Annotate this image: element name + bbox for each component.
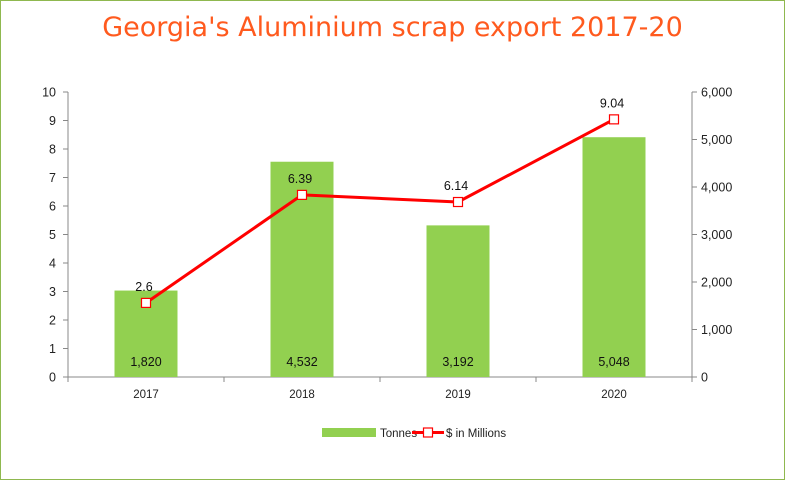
left-tick-label: 8: [49, 143, 56, 157]
left-tick-label: 2: [49, 314, 56, 328]
legend-label-tonnes: Tonnes: [380, 428, 417, 440]
x-category-label: 2018: [289, 389, 315, 401]
left-tick-label: 6: [49, 200, 56, 214]
right-tick-label: 6,000: [701, 86, 732, 100]
bar-value-label: 3,192: [442, 355, 473, 369]
left-tick-label: 0: [49, 371, 56, 385]
line-value-label: 6.14: [444, 179, 468, 193]
chart-title: Georgia's Aluminium scrap export 2017-20: [102, 12, 683, 43]
left-tick-label: 3: [49, 285, 56, 299]
line-point-marker: [452, 196, 464, 208]
bar-value-label: 5,048: [598, 355, 629, 369]
right-tick-label: 0: [701, 371, 708, 385]
left-tick-label: 10: [42, 86, 56, 100]
legend-swatch-marker: [422, 427, 434, 438]
right-tick-label: 1,000: [701, 323, 732, 337]
left-tick-label: 7: [49, 171, 56, 185]
right-tick-label: 5,000: [701, 133, 732, 147]
right-tick-label: 3,000: [701, 228, 732, 242]
line-point-marker: [608, 114, 620, 125]
x-category-label: 2020: [601, 389, 627, 401]
legend-label-usd: $ in Millions: [446, 428, 506, 440]
left-tick-label: 4: [49, 257, 56, 271]
left-tick-label: 1: [49, 342, 56, 356]
left-tick-label: 5: [49, 228, 56, 242]
left-tick-label: 9: [49, 114, 56, 128]
legend-swatch-tonnes: [322, 428, 376, 437]
x-category-label: 2019: [445, 389, 471, 401]
right-tick-label: 4,000: [701, 181, 732, 195]
right-tick-label: 2,000: [701, 276, 732, 290]
bar-value-label: 1,820: [130, 355, 161, 369]
line-value-label: 2.6: [135, 280, 152, 294]
line-usd-millions: [145, 118, 615, 305]
bar-value-label: 4,532: [286, 355, 317, 369]
bar-tonnes: [582, 137, 646, 377]
line-value-label: 6.39: [288, 172, 312, 186]
bar-tonnes: [426, 225, 490, 377]
x-category-label: 2017: [133, 389, 159, 401]
line-point-marker: [296, 189, 308, 200]
line-point-marker: [140, 297, 152, 308]
line-value-label: 9.04: [600, 96, 624, 110]
